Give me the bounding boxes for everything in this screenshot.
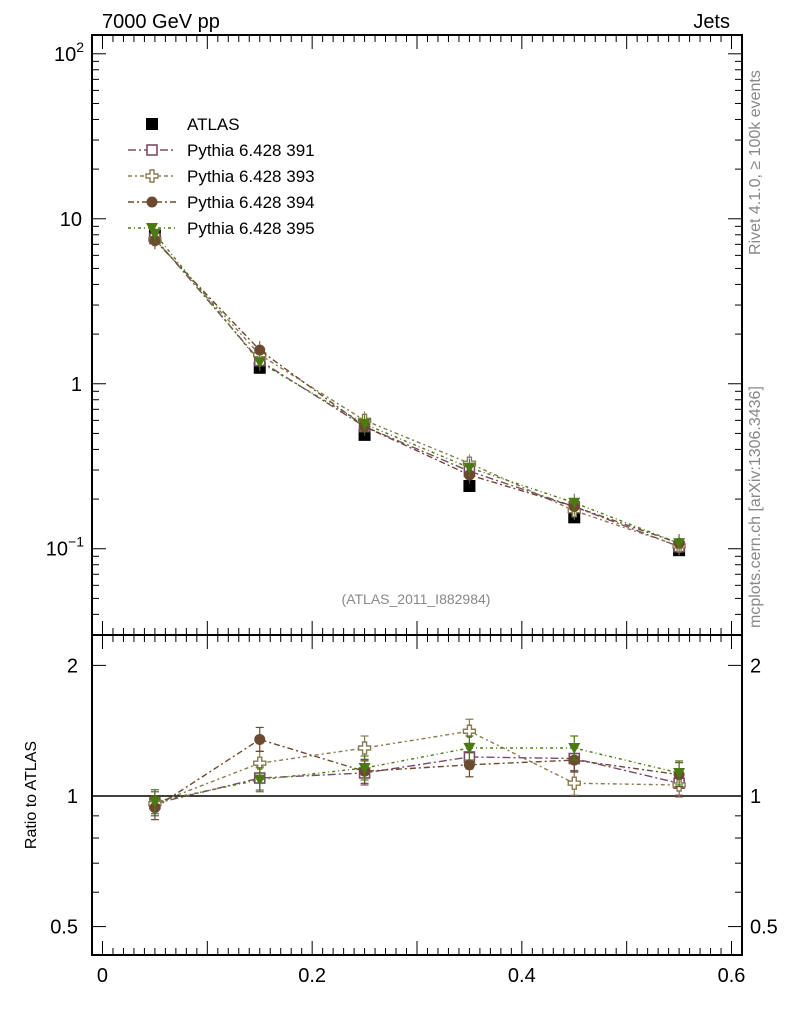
data-point — [358, 419, 371, 431]
data-point — [463, 480, 476, 493]
ratio-data-point — [253, 756, 267, 770]
ratio-data-point — [673, 767, 686, 779]
rivet-suffix: 100k events — [747, 70, 764, 161]
x-tick-label: 0.2 — [298, 965, 326, 987]
rivet-symbol: ≥ — [747, 161, 764, 170]
data-point — [673, 538, 686, 550]
tick-base: 10 — [54, 44, 76, 66]
legend: ATLAS Pythia 6.428 391 Pythia 6.428 393 Pyt… — [128, 115, 315, 238]
legend-marker — [145, 169, 159, 183]
legend-marker — [146, 196, 158, 208]
legend-marker — [146, 118, 158, 130]
ratio-data-point — [462, 724, 477, 738]
ratio-y-tick-label-right: 0.5 — [750, 917, 778, 939]
series-line — [154, 238, 680, 547]
main-y-tick-label: 102 — [54, 39, 84, 66]
ratio-data-point — [148, 796, 161, 808]
ratio-data-point — [567, 776, 581, 790]
legend-marker — [146, 144, 158, 156]
legend-label: Pythia 6.428 391 — [187, 141, 315, 160]
tick-exponent: −1 — [68, 534, 84, 550]
ratio-series-line — [154, 747, 680, 803]
series-line — [154, 239, 680, 544]
ratio-series-line — [154, 738, 680, 809]
main-y-tick-label: 10 — [60, 209, 82, 231]
ratio-ylabel: Ratio to ATLAS — [23, 741, 40, 849]
ratio-y-tick-label: 1 — [67, 786, 78, 808]
ratio-data-point — [253, 774, 266, 786]
rivet-label: Rivet 4.1.0, ≥ 100k events — [747, 70, 764, 255]
ratio-data-point — [357, 741, 372, 755]
mcplots-label: mcplots.cern.ch [arXiv:1306.3436] — [747, 386, 764, 628]
tick-exponent: 2 — [76, 39, 84, 55]
data-point — [254, 344, 266, 356]
legend-label: ATLAS — [187, 115, 240, 134]
analysis-label: (ATLAS_2011_I882984) — [342, 591, 491, 607]
ratio-data-point — [463, 759, 475, 771]
ratio-y-tick-label-right: 1 — [750, 786, 761, 808]
header-right: Jets — [693, 11, 730, 33]
legend-label: Pythia 6.428 395 — [187, 219, 315, 238]
ratio-data-point — [463, 743, 476, 755]
data-point — [463, 462, 476, 474]
rivet-prefix: Rivet 4.1.0, — [747, 170, 764, 255]
ratio-data-point — [568, 743, 581, 755]
data-point — [568, 497, 581, 509]
ratio-panel: 0 0.2 0.4 0.6 0.5 0.5 1 1 2 2 — [50, 634, 778, 987]
series-line — [154, 233, 680, 544]
ratio-y-tick-label: 0.5 — [50, 917, 78, 939]
header-left: 7000 GeV pp — [102, 11, 220, 33]
main-y-tick-label: 1 — [71, 374, 82, 396]
ratio-y-tick-label-right: 2 — [750, 655, 761, 677]
ratio-data-point — [254, 733, 266, 745]
legend-marker — [146, 223, 158, 234]
ratio-y-tick-label: 2 — [67, 655, 78, 677]
x-tick-label: 0 — [97, 965, 108, 987]
legend-label: Pythia 6.428 394 — [187, 193, 315, 212]
x-tick-label: 0.6 — [718, 965, 746, 987]
tick-base: 10 — [46, 539, 68, 561]
legend-label: Pythia 6.428 393 — [187, 167, 315, 186]
x-tick-label: 0.4 — [508, 965, 536, 987]
main-y-tick-label: 10−1 — [46, 534, 84, 561]
data-point — [253, 357, 266, 369]
series-line — [154, 237, 680, 548]
ratio-series-line — [154, 730, 680, 805]
ratio-data-point — [358, 763, 371, 775]
